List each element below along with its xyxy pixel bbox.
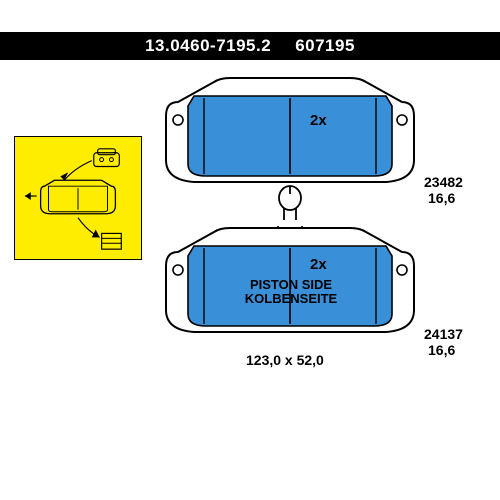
top-pad-ref: 23482 16,6 bbox=[424, 174, 463, 206]
piston-side-line1: PISTON SIDE bbox=[236, 278, 346, 292]
brake-pad-bottom: 2x PISTON SIDE KOLBENSEITE bbox=[160, 226, 420, 344]
part-number: 13.0460-7195.2 bbox=[145, 36, 271, 56]
clip-icon bbox=[276, 184, 304, 212]
brake-pad-top: 2x bbox=[160, 76, 420, 194]
bottom-pad-qty: 2x bbox=[310, 256, 327, 273]
dimensions-label: 123,0 x 52,0 bbox=[246, 352, 324, 368]
bottom-pad-piston-label: PISTON SIDE KOLBENSEITE bbox=[236, 278, 346, 307]
pads-area: 2x 2x PISTON SIDE KOLBENSEITE bbox=[160, 76, 460, 376]
instruction-panel bbox=[14, 136, 142, 260]
bottom-pad-ref: 24137 16,6 bbox=[424, 326, 463, 358]
piston-side-line2: KOLBENSEITE bbox=[236, 292, 346, 306]
top-pad-qty: 2x bbox=[310, 112, 327, 129]
instruction-diagram bbox=[15, 137, 141, 259]
short-number: 607195 bbox=[295, 36, 355, 56]
pad-top-svg bbox=[160, 76, 420, 194]
header-bar: 13.0460-7195.2 607195 bbox=[0, 32, 500, 60]
